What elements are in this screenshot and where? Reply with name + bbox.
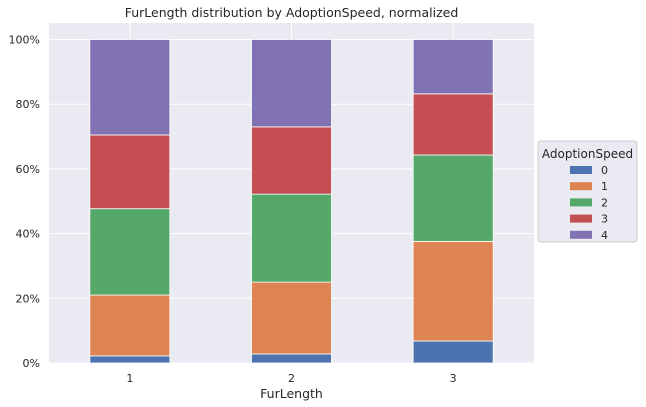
legend-label: 4 [601,229,608,242]
x-tick-label: 3 [450,372,457,385]
y-tick-label: 20% [16,292,40,305]
legend-swatch [570,230,592,239]
legend-label: 3 [601,213,608,226]
bar-segment [89,39,171,136]
legend-label: 0 [601,164,608,177]
x-axis-title: FurLength [260,386,323,401]
bar-segment [412,93,494,156]
legend-label: 1 [601,180,608,193]
bar-segment [251,39,332,128]
y-tick-labels: 0% 20% 40% 60% 80% 100% [9,34,40,371]
bar-segment [89,208,171,296]
y-tick-label: 40% [16,228,40,241]
bar-segment [89,294,171,357]
legend-swatch [570,198,592,207]
y-tick-label: 80% [16,98,40,111]
bar-segment [251,126,332,195]
legend-label: 2 [601,196,608,209]
y-tick-label: 100% [9,34,40,47]
legend: AdoptionSpeed 0 1 2 3 4 [537,140,638,243]
legend-entries: 0 1 2 3 4 [570,164,608,242]
bar-segment [251,281,332,355]
bar-segment [412,39,494,95]
x-tick-labels: 1 2 3 [126,372,456,385]
legend-swatch [570,214,592,223]
legend-swatch [570,182,592,191]
legend-swatch [570,166,592,174]
legend-title: AdoptionSpeed [542,147,633,161]
bar-segment [89,355,171,364]
bar-segment [412,340,494,364]
x-tick-label: 1 [126,372,133,385]
chart-title: FurLength distribution by AdoptionSpeed,… [125,5,459,20]
bar-segment [251,353,332,364]
bar-segment [412,154,494,242]
y-tick-label: 60% [16,163,40,176]
y-tick-label: 0% [23,357,40,370]
bar-segment [412,240,494,342]
bar-segment [89,134,171,210]
bars [89,39,494,364]
x-tick-label: 2 [288,372,295,385]
legend-box [537,140,638,243]
bar-segment [251,193,332,283]
